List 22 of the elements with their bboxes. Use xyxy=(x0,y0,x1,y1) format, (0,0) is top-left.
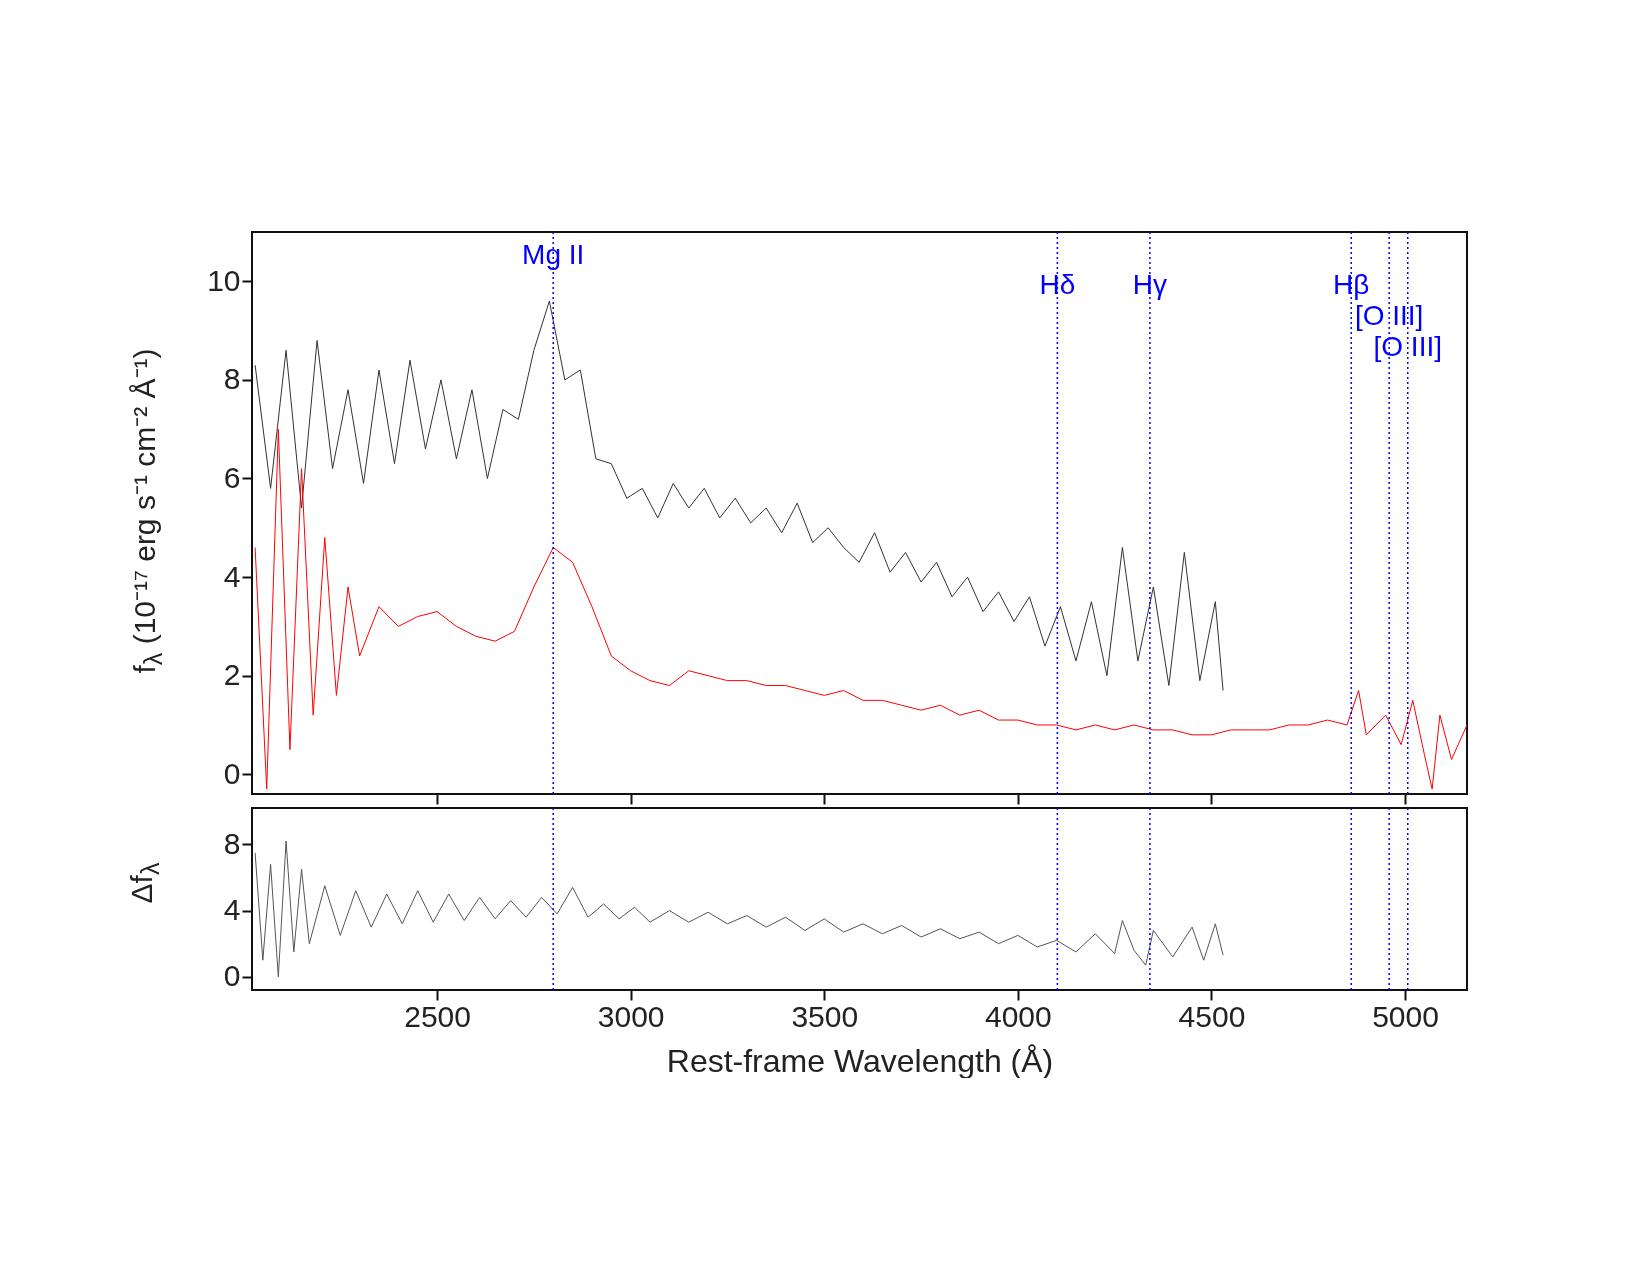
ref-line-label: [O III] xyxy=(1354,300,1424,331)
ref-line-label: Hδ xyxy=(1039,269,1076,300)
x-tick-label: 2500 xyxy=(404,999,471,1033)
y-tick-label: 6 xyxy=(223,460,241,494)
x-tick-label: 4000 xyxy=(984,999,1052,1033)
y-tick-label: 0 xyxy=(223,756,241,790)
ref-line-label: [O III] xyxy=(1373,331,1442,362)
y-tick-label: 2 xyxy=(223,658,241,692)
ref-line-label: Mg II xyxy=(522,239,585,270)
ref-line-label: Hβ xyxy=(1333,269,1370,300)
y-tick-label: 4 xyxy=(223,559,241,593)
x-axis-title: Rest-frame Wavelength (Å) xyxy=(666,1042,1054,1079)
x-tick-label: 3000 xyxy=(597,999,665,1033)
x-tick-label: 4500 xyxy=(1178,999,1246,1033)
ref-line-label: Hγ xyxy=(1132,269,1168,300)
y-tick-label: 0 xyxy=(223,959,241,993)
y-tick-label: 8 xyxy=(223,826,241,860)
x-tick-label: 5000 xyxy=(1372,999,1439,1033)
x-tick-label: 3500 xyxy=(791,999,859,1033)
y-tick-label: 4 xyxy=(223,893,241,927)
y-tick-label: 8 xyxy=(223,362,241,396)
y-tick-label: 10 xyxy=(207,263,241,297)
